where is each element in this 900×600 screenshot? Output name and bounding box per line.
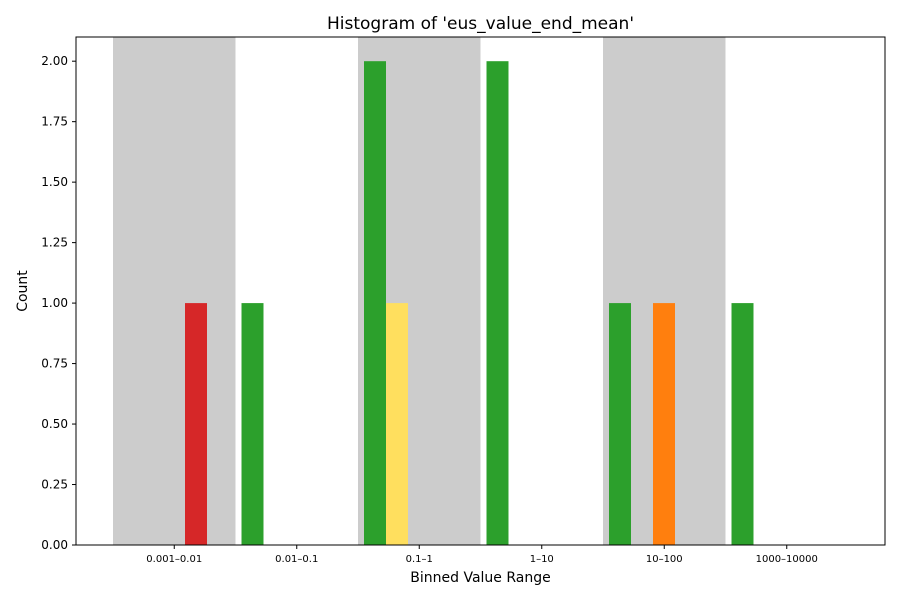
y-tick-label: 1.00 xyxy=(41,296,68,310)
bar-0 xyxy=(185,303,207,545)
x-tick-label: 0.001–0.01 xyxy=(146,554,202,565)
x-tick-label: 0.01–0.1 xyxy=(275,554,318,565)
bar-1 xyxy=(241,303,264,545)
bar-2 xyxy=(364,61,386,545)
y-axis-label: Count xyxy=(15,270,31,312)
y-tick-label: 0.25 xyxy=(41,478,68,492)
plot-frame xyxy=(75,36,886,546)
x-axis-label: Binned Value Range xyxy=(410,570,550,586)
y-ticks: 0.00 0.25 0.50 0.75 1.00 1.25 1.50 1.75 2.00 xyxy=(41,54,76,552)
bar-4 xyxy=(486,61,509,545)
bar-6 xyxy=(653,303,675,545)
bar-3 xyxy=(386,303,408,545)
y-tick-label: 2.00 xyxy=(41,54,68,68)
y-tick-label: 1.50 xyxy=(41,175,68,189)
y-tick-label: 0.50 xyxy=(41,417,68,431)
x-tick-label: 1–10 xyxy=(530,554,554,565)
x-ticks: 0.001–0.01 0.01–0.1 0.1–1 1–10 10–100 1000–10… xyxy=(146,545,818,565)
x-tick-label: 1000–10000 xyxy=(756,554,818,565)
x-tick-label: 0.1–1 xyxy=(406,554,433,565)
y-tick-label: 0.75 xyxy=(41,357,68,371)
bar-5 xyxy=(609,303,631,545)
bars xyxy=(185,61,754,545)
shaded-band-0 xyxy=(113,37,236,545)
y-tick-label: 0.00 xyxy=(41,538,68,552)
x-tick-label: 10–100 xyxy=(646,554,683,565)
bar-7 xyxy=(731,303,754,545)
chart-title: Histogram of 'eus_value_end_mean' xyxy=(327,14,634,34)
y-tick-label: 1.75 xyxy=(41,115,68,129)
y-tick-label: 1.25 xyxy=(41,236,68,250)
